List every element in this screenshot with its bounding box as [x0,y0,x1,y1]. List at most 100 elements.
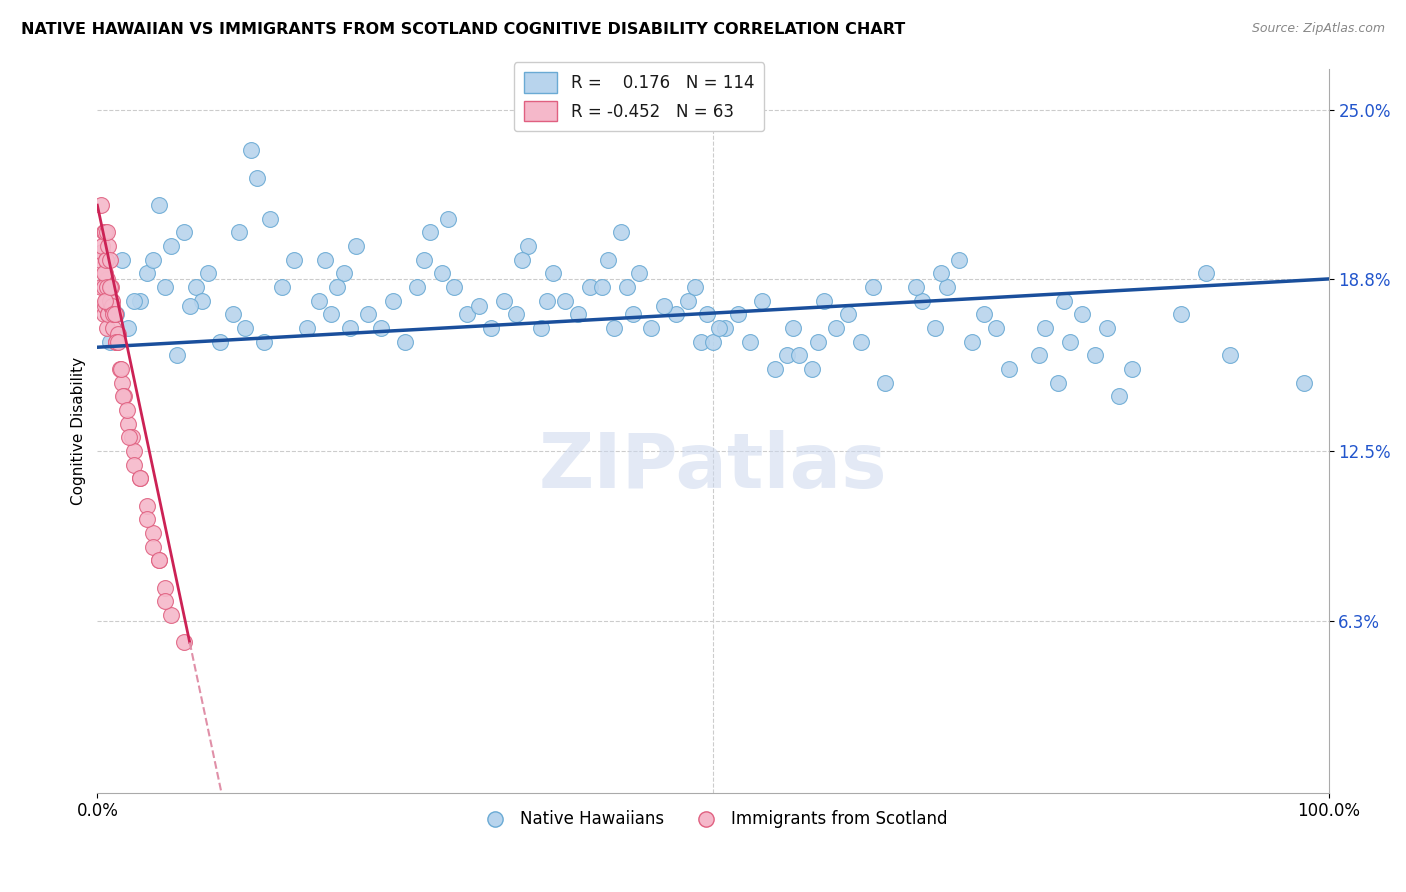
Point [541,267,564,281]
Point [103,308,125,322]
Point [1170,308,1192,322]
Point [129,293,152,308]
Point [628,267,651,281]
Point [707,321,730,335]
Point [100,280,122,294]
Point [986,321,1008,335]
Point [96,272,118,286]
Point [124,444,146,458]
Point [93,299,115,313]
Point [93,267,115,281]
Point [621,308,644,322]
Point [283,252,305,267]
Point [94,252,117,267]
Point [101,299,124,313]
Point [142,540,165,554]
Point [142,526,165,541]
Point [492,293,515,308]
Point [153,581,176,595]
Point [117,417,139,431]
Point [101,293,124,308]
Point [321,308,343,322]
Point [93,267,115,281]
Point [370,321,392,335]
Point [93,280,115,294]
Point [510,252,533,267]
Point [554,293,576,308]
Point [807,334,830,349]
Point [148,553,170,567]
Point [259,211,281,226]
Point [142,252,165,267]
Point [98,280,121,294]
Point [166,348,188,362]
Point [751,293,773,308]
Point [104,334,127,349]
Point [129,471,152,485]
Point [90,280,112,294]
Point [1219,348,1241,362]
Point [862,280,884,294]
Point [430,267,453,281]
Point [344,239,367,253]
Point [97,239,120,253]
Point [160,239,183,253]
Point [179,299,201,313]
Point [936,280,959,294]
Point [124,293,146,308]
Point [93,226,115,240]
Text: ZIPatlas: ZIPatlas [538,430,887,504]
Point [616,280,638,294]
Point [714,321,737,335]
Point [117,321,139,335]
Point [1095,321,1118,335]
Point [479,321,502,335]
Point [90,198,112,212]
Point [776,348,799,362]
Point [443,280,465,294]
Point [94,252,117,267]
Point [246,170,269,185]
Point [308,293,330,308]
Point [93,226,115,240]
Text: NATIVE HAWAIIAN VS IMMIGRANTS FROM SCOTLAND COGNITIVE DISABILITY CORRELATION CHA: NATIVE HAWAIIAN VS IMMIGRANTS FROM SCOTL… [21,22,905,37]
Point [91,244,114,259]
Point [1046,376,1069,390]
Point [1035,321,1057,335]
Point [233,321,256,335]
Point [96,226,118,240]
Point [118,430,141,444]
Point [579,280,602,294]
Point [924,321,946,335]
Point [135,267,157,281]
Point [103,321,125,335]
Point [129,471,152,485]
Point [456,308,478,322]
Point [105,334,128,349]
Point [381,293,404,308]
Point [135,499,157,513]
Point [1071,308,1094,322]
Point [849,334,872,349]
Point [104,308,127,322]
Point [135,512,157,526]
Point [97,308,120,322]
Point [727,308,749,322]
Point [419,226,441,240]
Point [357,308,380,322]
Y-axis label: Cognitive Disability: Cognitive Disability [72,357,86,505]
Point [591,280,613,294]
Point [160,608,183,623]
Point [948,252,970,267]
Point [98,280,121,294]
Point [111,252,134,267]
Point [1108,389,1130,403]
Point [813,293,835,308]
Point [191,293,214,308]
Point [271,280,294,294]
Point [598,252,620,267]
Point [665,308,688,322]
Point [97,308,120,322]
Point [98,252,121,267]
Point [738,334,761,349]
